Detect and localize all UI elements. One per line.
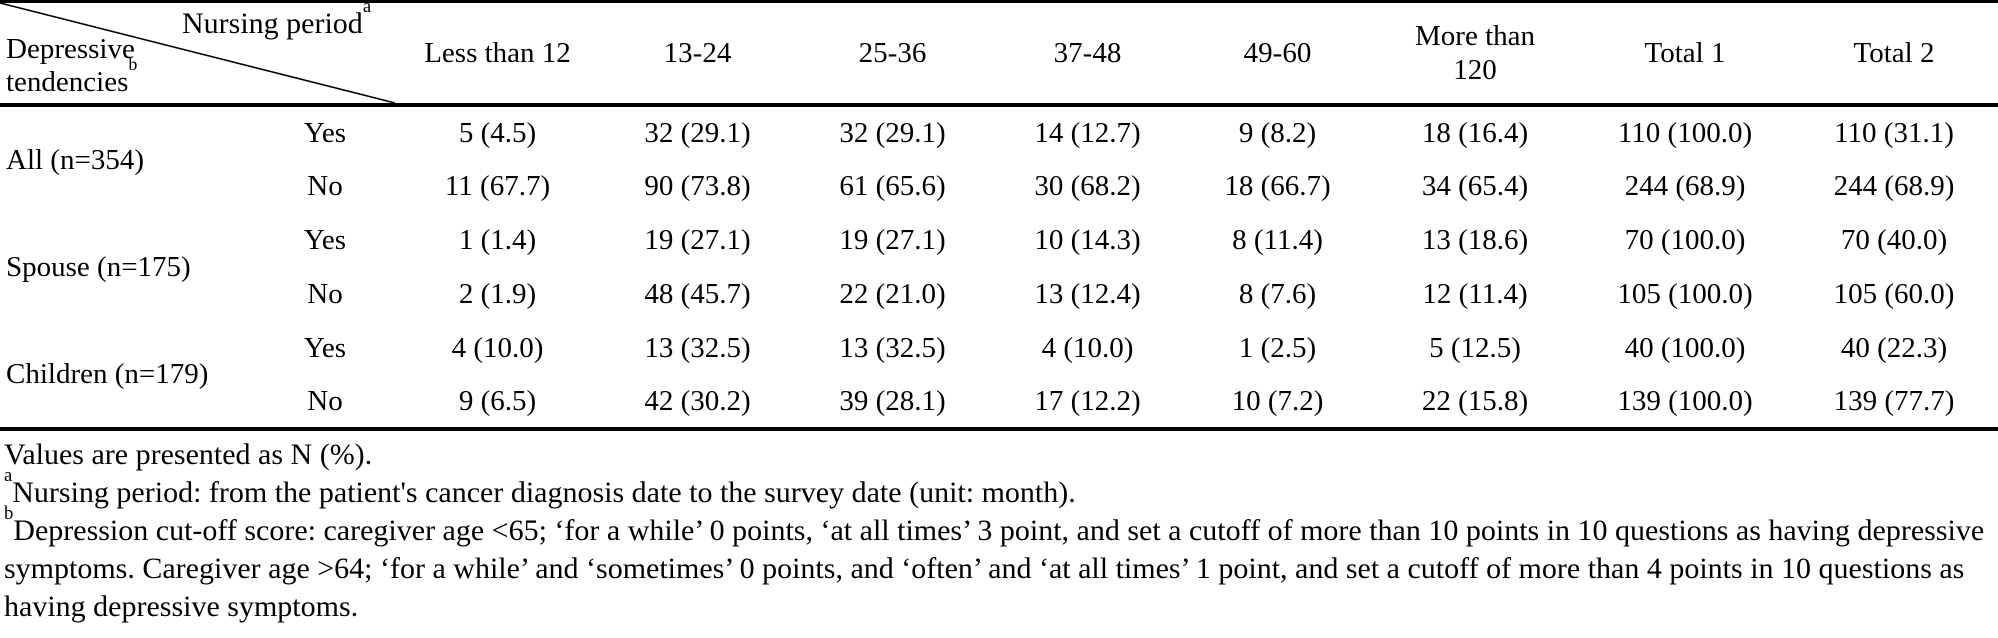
- value-cell: 110 (100.0): [1617, 116, 1753, 149]
- value-cell: 4 (10.0): [1041, 331, 1134, 364]
- table-footnotes: Values are presented as N (%). aNursing …: [0, 431, 1998, 626]
- value-cell: 32 (29.1): [644, 116, 751, 149]
- value-cell: 42 (30.2): [644, 384, 751, 417]
- value-cell: 9 (8.2): [1238, 116, 1317, 149]
- group-label-all: All (n=354): [6, 143, 144, 176]
- col-header-37-48: 37-48: [1053, 37, 1122, 69]
- table-row-all-no: No 11 (67.7) 90 (73.8) 61 (65.6) 30 (68.…: [0, 159, 1998, 213]
- value-cell: 30 (68.2): [1034, 169, 1141, 202]
- table-row-children-no: No 9 (6.5) 42 (30.2) 39 (28.1) 17 (12.2)…: [0, 375, 1998, 429]
- group-label-children: Children (n=179): [6, 357, 209, 390]
- value-cell: 10 (14.3): [1034, 223, 1141, 256]
- answer-cell: No: [307, 384, 343, 417]
- diagonal-header-cell: Nursing perioda Depressive tendenciesb: [0, 0, 395, 106]
- value-cell: 8 (11.4): [1232, 223, 1323, 256]
- footnote-a-marker: a: [4, 464, 13, 486]
- nursing-period-footnote-marker: a: [362, 0, 372, 17]
- value-cell: 139 (77.7): [1833, 384, 1955, 417]
- footnote-a-text: Nursing period: from the patient's cance…: [12, 476, 1076, 509]
- value-cell: 32 (29.1): [839, 116, 946, 149]
- table-row-all-yes: All (n=354) Yes 5 (4.5) 32 (29.1) 32 (29…: [0, 105, 1998, 176]
- table-row-spouse-yes: Spouse (n=175) Yes 1 (1.4) 19 (27.1) 19 …: [0, 213, 1998, 283]
- value-cell: 8 (7.6): [1238, 277, 1317, 310]
- corner-bottom-label: Depressive tendenciesb: [6, 33, 176, 99]
- value-cell: 39 (28.1): [839, 384, 946, 417]
- value-cell: 4 (10.0): [451, 331, 544, 364]
- value-cell: 19 (27.1): [839, 223, 946, 256]
- value-cell: 11 (67.7): [444, 169, 551, 202]
- value-cell: 70 (40.0): [1840, 223, 1948, 256]
- value-cell: 70 (100.0): [1624, 223, 1746, 256]
- header-row: Nursing perioda Depressive tendenciesb L…: [0, 0, 1998, 106]
- value-cell: 40 (100.0): [1624, 331, 1746, 364]
- diagonal-divider-line: [0, 3, 395, 103]
- value-cell: 13 (32.5): [644, 331, 751, 364]
- value-cell: 9 (6.5): [458, 384, 537, 417]
- footnote-values-note: Values are presented as N (%).: [4, 438, 373, 471]
- answer-cell: No: [307, 277, 343, 310]
- value-cell: 2 (1.9): [458, 277, 537, 310]
- value-cell: 61 (65.6): [839, 169, 946, 202]
- col-header-49-60: 49-60: [1243, 37, 1312, 69]
- col-header-total-2: Total 2: [1853, 37, 1935, 69]
- footnote-a: aNursing period: from the patient's canc…: [4, 466, 1994, 512]
- table-row-children-yes: Children (n=179) Yes 4 (10.0) 13 (32.5) …: [0, 321, 1998, 390]
- value-cell: 110 (31.1): [1834, 116, 1954, 149]
- value-cell: 18 (66.7): [1224, 169, 1331, 202]
- value-cell: 90 (73.8): [644, 169, 751, 202]
- depressive-tendencies-nursing-period-table: Nursing perioda Depressive tendenciesb L…: [0, 0, 1998, 429]
- corner-top-label: Nursing perioda: [182, 0, 371, 41]
- value-cell: 139 (100.0): [1617, 384, 1753, 417]
- depressive-tendencies-footnote-marker: b: [128, 54, 138, 75]
- value-cell: 40 (22.3): [1840, 331, 1948, 364]
- value-cell: 5 (4.5): [458, 116, 537, 149]
- value-cell: 34 (65.4): [1421, 169, 1529, 202]
- table-row-spouse-no: No 2 (1.9) 48 (45.7) 22 (21.0) 13 (12.4)…: [0, 267, 1998, 321]
- depressive-tendencies-label: Depressive tendencies: [6, 33, 135, 98]
- answer-cell: Yes: [303, 331, 347, 364]
- col-header-13-24: 13-24: [663, 37, 732, 69]
- col-header-less-than-12: Less than 12: [424, 37, 571, 69]
- value-cell: 13 (12.4): [1034, 277, 1141, 310]
- group-label-spouse: Spouse (n=175): [6, 250, 191, 283]
- value-cell: 105 (100.0): [1617, 277, 1753, 310]
- value-cell: 13 (32.5): [839, 331, 946, 364]
- value-cell: 19 (27.1): [644, 223, 751, 256]
- nursing-period-label: Nursing period: [182, 7, 363, 40]
- footnote-b-text: Depression cut-off score: caregiver age …: [4, 514, 1985, 623]
- answer-cell: No: [307, 169, 343, 202]
- value-cell: 5 (12.5): [1429, 331, 1521, 364]
- value-cell: 12 (11.4): [1422, 277, 1528, 310]
- value-cell: 13 (18.6): [1421, 223, 1529, 256]
- col-header-more-than-120: More than 120: [1415, 20, 1535, 86]
- value-cell: 17 (12.2): [1034, 384, 1141, 417]
- value-cell: 244 (68.9): [1833, 169, 1955, 202]
- value-cell: 1 (2.5): [1238, 331, 1317, 364]
- answer-cell: Yes: [303, 116, 347, 149]
- footnote-b: bDepression cut-off score: caregiver age…: [4, 504, 1994, 626]
- value-cell: 22 (15.8): [1421, 384, 1529, 417]
- col-header-total-1: Total 1: [1644, 37, 1726, 69]
- value-cell: 14 (12.7): [1034, 116, 1141, 149]
- value-cell: 18 (16.4): [1421, 116, 1529, 149]
- value-cell: 105 (60.0): [1833, 277, 1955, 310]
- footnote-b-marker: b: [4, 502, 14, 524]
- answer-cell: Yes: [303, 223, 347, 256]
- value-cell: 1 (1.4): [458, 223, 537, 256]
- value-cell: 22 (21.0): [839, 277, 946, 310]
- value-cell: 48 (45.7): [644, 277, 751, 310]
- value-cell: 10 (7.2): [1231, 384, 1324, 417]
- value-cell: 244 (68.9): [1624, 169, 1746, 202]
- col-header-25-36: 25-36: [858, 37, 927, 69]
